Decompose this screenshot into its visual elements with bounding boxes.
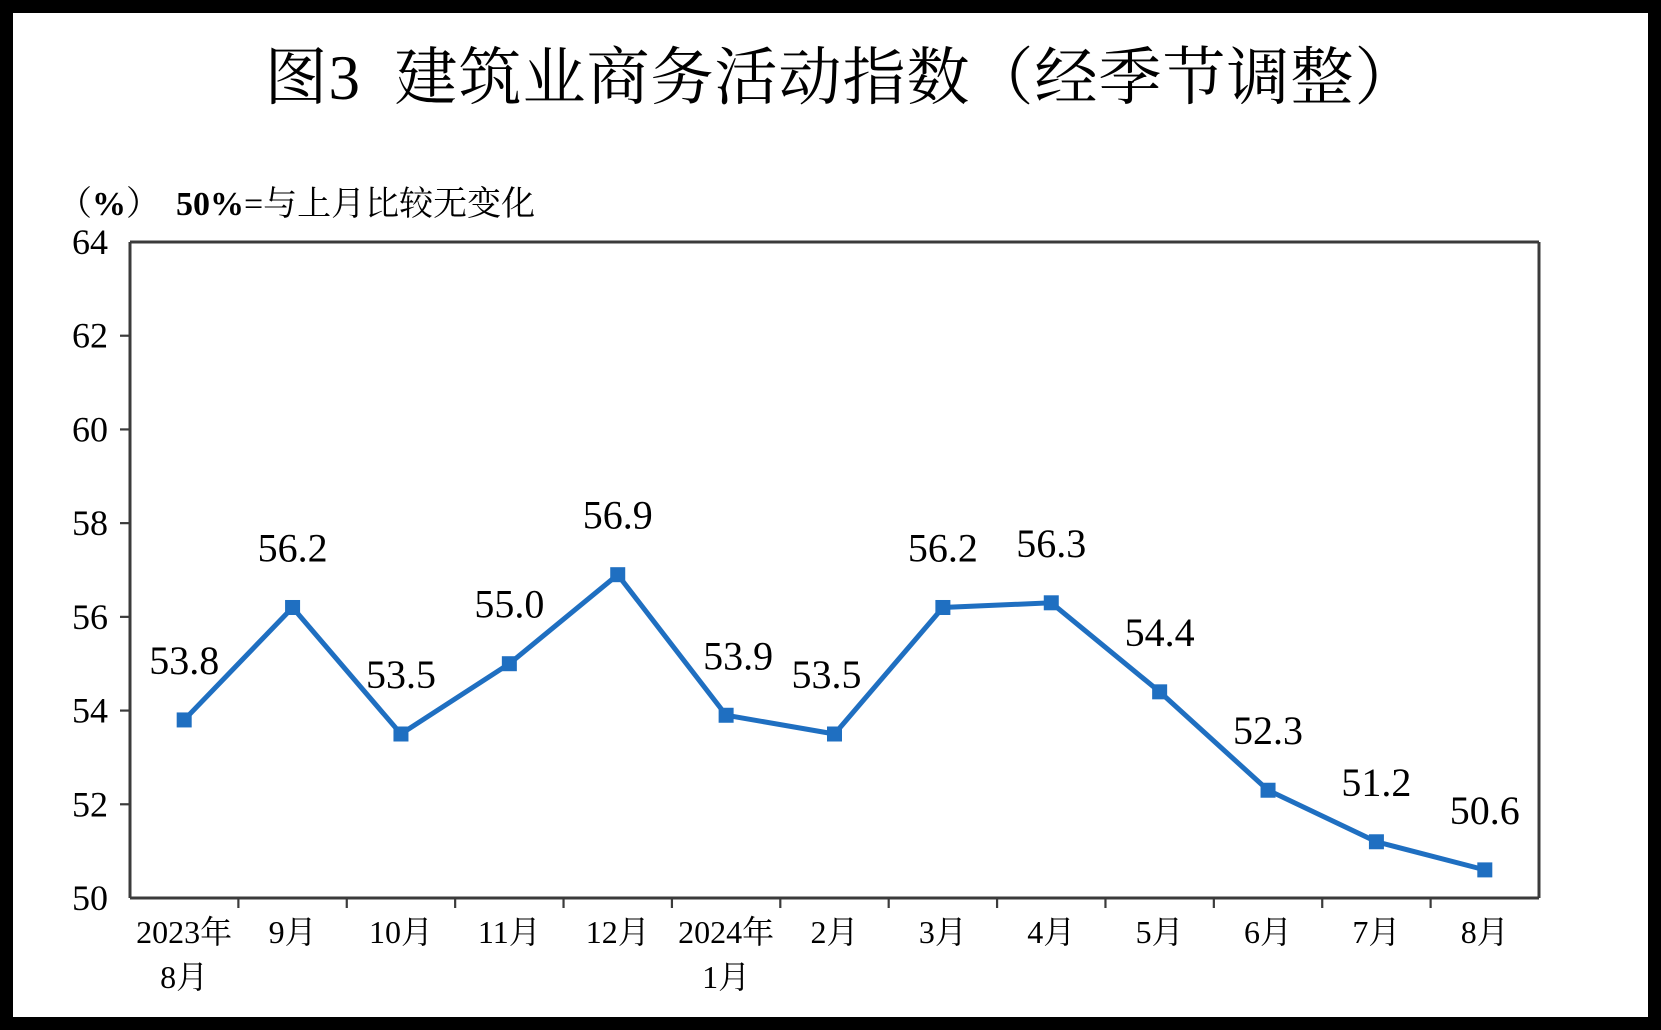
svg-text:2024年: 2024年 bbox=[678, 914, 774, 950]
svg-text:60: 60 bbox=[72, 409, 108, 449]
svg-text:54.4: 54.4 bbox=[1125, 610, 1195, 655]
svg-text:56.9: 56.9 bbox=[583, 493, 653, 538]
svg-text:56.3: 56.3 bbox=[1016, 521, 1086, 566]
svg-text:51.2: 51.2 bbox=[1341, 760, 1411, 805]
svg-text:4月: 4月 bbox=[1027, 914, 1075, 950]
svg-text:58: 58 bbox=[72, 503, 108, 543]
svg-text:2023年: 2023年 bbox=[136, 914, 232, 950]
svg-text:5月: 5月 bbox=[1136, 914, 1184, 950]
svg-text:52.3: 52.3 bbox=[1233, 708, 1303, 753]
svg-text:52: 52 bbox=[72, 784, 108, 824]
svg-text:8月: 8月 bbox=[1461, 914, 1509, 950]
svg-text:56.2: 56.2 bbox=[908, 525, 978, 570]
svg-text:54: 54 bbox=[72, 691, 108, 731]
svg-text:10月: 10月 bbox=[369, 914, 433, 950]
svg-text:1月: 1月 bbox=[702, 959, 750, 995]
svg-text:6月: 6月 bbox=[1244, 914, 1292, 950]
svg-text:11月: 11月 bbox=[478, 914, 541, 950]
svg-text:3月: 3月 bbox=[919, 914, 967, 950]
svg-text:56.2: 56.2 bbox=[258, 525, 328, 570]
svg-text:12月: 12月 bbox=[586, 914, 650, 950]
svg-text:8月: 8月 bbox=[160, 959, 208, 995]
svg-text:56: 56 bbox=[72, 597, 108, 637]
svg-text:2月: 2月 bbox=[810, 914, 858, 950]
svg-text:7月: 7月 bbox=[1352, 914, 1400, 950]
svg-text:53.5: 53.5 bbox=[366, 652, 436, 697]
svg-text:53.8: 53.8 bbox=[149, 638, 219, 683]
svg-text:53.5: 53.5 bbox=[792, 652, 862, 697]
svg-text:55.0: 55.0 bbox=[474, 582, 544, 627]
svg-text:64: 64 bbox=[72, 222, 108, 262]
svg-text:62: 62 bbox=[72, 316, 108, 356]
svg-text:50: 50 bbox=[72, 878, 108, 918]
svg-text:9月: 9月 bbox=[269, 914, 317, 950]
svg-text:53.9: 53.9 bbox=[703, 633, 773, 678]
svg-text:50.6: 50.6 bbox=[1450, 788, 1520, 833]
